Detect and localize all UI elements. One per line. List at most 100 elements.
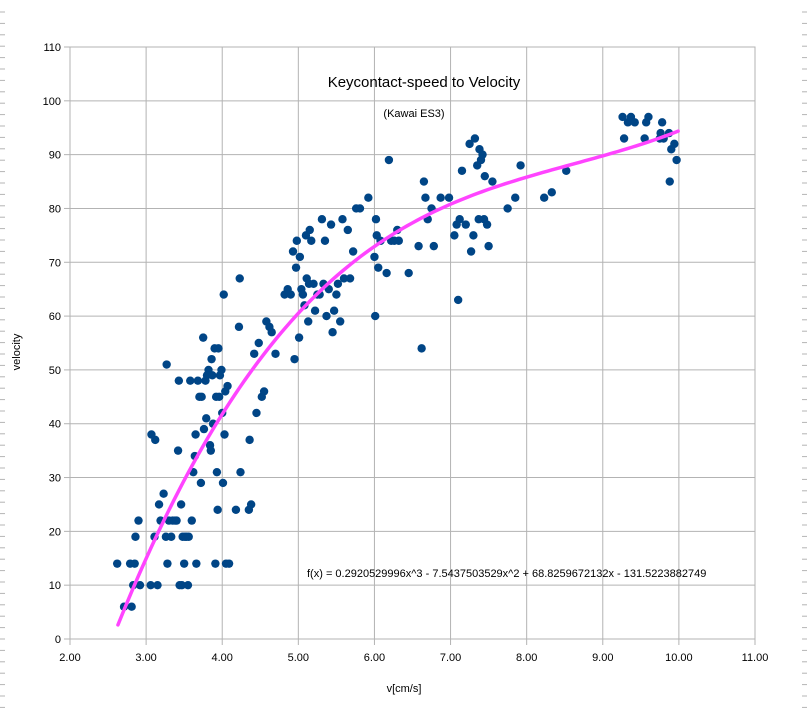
- x-tick-label: 9.00: [592, 652, 613, 664]
- data-point: [562, 166, 571, 175]
- data-point: [329, 306, 339, 315]
- data-point: [310, 306, 320, 315]
- data-point: [174, 376, 184, 385]
- data-point: [217, 365, 226, 375]
- y-tick-label: 50: [49, 365, 61, 377]
- data-point: [457, 166, 467, 175]
- data-point: [404, 268, 413, 278]
- data-point: [146, 580, 155, 590]
- y-tick-label: 60: [49, 311, 61, 323]
- data-point: [186, 376, 195, 385]
- data-point: [394, 236, 403, 245]
- data-point: [246, 500, 256, 509]
- x-tick-label: 10.00: [665, 652, 693, 664]
- data-point: [317, 215, 327, 224]
- data-point: [249, 349, 259, 358]
- data-point: [191, 430, 200, 439]
- data-point: [547, 188, 556, 197]
- data-point: [112, 559, 122, 568]
- y-tick-label: 80: [49, 203, 61, 215]
- data-point: [429, 241, 439, 251]
- data-point: [436, 193, 445, 202]
- y-tick-label: 20: [49, 526, 61, 538]
- data-point: [466, 247, 476, 256]
- x-tick-label: 5.00: [288, 652, 309, 664]
- data-point: [193, 376, 203, 385]
- data-point: [290, 354, 299, 364]
- chart-title: Keycontact-speed to Velocity: [328, 74, 521, 91]
- data-points: [112, 112, 681, 611]
- x-tick-label: 3.00: [135, 652, 156, 664]
- data-point: [167, 532, 176, 541]
- data-point: [196, 478, 206, 488]
- data-point: [469, 231, 478, 240]
- data-point: [162, 360, 171, 369]
- data-point: [224, 559, 234, 568]
- y-tick-label: 40: [49, 419, 61, 431]
- data-point: [214, 392, 224, 402]
- data-point: [339, 274, 349, 283]
- data-point: [199, 424, 209, 434]
- data-point: [630, 118, 639, 127]
- data-point: [298, 290, 308, 299]
- data-point: [419, 177, 429, 186]
- data-point: [619, 134, 629, 143]
- data-point: [644, 112, 653, 122]
- data-point: [539, 193, 549, 202]
- x-tick-label: 2.00: [59, 652, 80, 664]
- data-point: [173, 446, 183, 455]
- data-point: [364, 193, 373, 202]
- data-point: [218, 478, 228, 488]
- data-point: [657, 118, 667, 127]
- data-point: [461, 220, 470, 229]
- data-point: [198, 333, 208, 342]
- data-point: [333, 279, 343, 288]
- data-point: [197, 392, 206, 402]
- data-point: [206, 446, 216, 455]
- data-point: [245, 435, 254, 445]
- y-tick-label: 10: [49, 580, 61, 592]
- data-point: [332, 290, 341, 299]
- data-point: [307, 236, 316, 245]
- data-point: [163, 559, 172, 568]
- data-point: [177, 580, 187, 590]
- data-point: [503, 204, 512, 213]
- data-point: [480, 171, 490, 181]
- data-point: [455, 215, 464, 224]
- x-tick-label: 8.00: [516, 652, 537, 664]
- data-point: [292, 236, 302, 245]
- data-point: [618, 112, 627, 122]
- data-point: [153, 580, 162, 590]
- data-point: [322, 311, 331, 321]
- data-point: [291, 263, 301, 272]
- data-point: [348, 247, 358, 256]
- y-tick-label: 30: [49, 473, 61, 485]
- y-axis-ticks: 0 10 20 30 40 50 60 70 80 90 100 110: [43, 42, 61, 646]
- data-point: [288, 247, 298, 256]
- data-point: [235, 274, 244, 283]
- y-tick-label: 110: [43, 42, 61, 54]
- data-point: [309, 279, 318, 288]
- x-tick-label: 11.00: [742, 652, 769, 664]
- data-point: [482, 220, 492, 229]
- data-point: [345, 274, 355, 283]
- y-tick-label: 100: [43, 96, 61, 108]
- data-point: [223, 381, 232, 391]
- data-point: [511, 193, 520, 202]
- data-point: [665, 177, 674, 186]
- data-point: [192, 559, 201, 568]
- data-point: [187, 516, 196, 525]
- data-point: [295, 252, 305, 262]
- data-point: [208, 371, 217, 380]
- data-point: [172, 516, 181, 525]
- data-point: [355, 204, 365, 213]
- data-point: [213, 505, 222, 515]
- trendline-equation: f(x) = 0.2920529996x^3 - 7.5437503529x^2…: [307, 568, 706, 580]
- data-point: [176, 500, 186, 509]
- data-point: [371, 215, 381, 224]
- data-point: [304, 317, 313, 326]
- data-point: [179, 559, 189, 568]
- data-point: [450, 231, 459, 240]
